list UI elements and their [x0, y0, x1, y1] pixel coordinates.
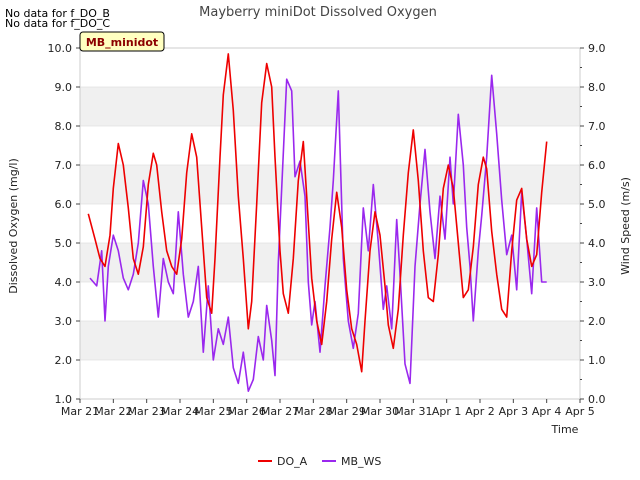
x-tick-label: Mar 30	[361, 405, 399, 418]
y-axis-title: Dissolved Oxygen (mg/l)	[7, 158, 20, 293]
x-tick-label: Mar 26	[228, 405, 266, 418]
y-tick-label: 5.0	[55, 237, 73, 250]
legend: DO_A MB_WS	[258, 455, 381, 468]
x-tick-label: Mar 22	[94, 405, 132, 418]
chart-title: Mayberry miniDot Dissolved Oxygen	[199, 5, 437, 20]
no-data-note-do-c: No data for f_DO_C	[5, 17, 111, 30]
x-axis-title: Time	[551, 423, 579, 436]
x-tick-label: Mar 21	[61, 405, 99, 418]
x-tick-label: Apr 2	[465, 405, 495, 418]
no-data-note-do-b: No data for f_DO_B	[5, 7, 110, 20]
y2-tick-label: 8.0	[588, 81, 606, 94]
legend-label-do-a: DO_A	[277, 455, 308, 468]
x-tick-label: Mar 25	[194, 405, 232, 418]
x-tick-label: Apr 4	[532, 405, 562, 418]
x-tick-label: Apr 5	[565, 405, 595, 418]
background-band	[80, 165, 580, 204]
x-tick-label: Mar 24	[161, 405, 199, 418]
y-tick-label: 7.0	[55, 159, 73, 172]
series-line-do-a	[87, 53, 548, 373]
x-tick-label: Mar 31	[394, 405, 432, 418]
y2-tick-label: 5.0	[588, 198, 606, 211]
y-tick-label: 4.0	[55, 276, 73, 289]
y2-tick-label: 6.0	[588, 159, 606, 172]
y-tick-label: 10.0	[48, 42, 73, 55]
y2-tick-label: 7.0	[588, 120, 606, 133]
legend-label-mb-ws: MB_WS	[341, 455, 381, 468]
y2-axis-title: Wind Speed (m/s)	[619, 177, 632, 275]
y-axis-right: 0.0 1.0 2.0 3.0 4.0 5.0 6.0 7.0 8.0 9.0	[580, 42, 606, 406]
x-tick-label: Apr 3	[499, 405, 529, 418]
y-tick-label: 8.0	[55, 120, 73, 133]
y-tick-label: 6.0	[55, 198, 73, 211]
site-tag-label: MB_minidot	[86, 36, 158, 49]
background-band	[80, 87, 580, 126]
y2-tick-label: 1.0	[588, 354, 606, 367]
y-tick-label: 1.0	[55, 393, 73, 406]
y2-tick-label: 0.0	[588, 393, 606, 406]
x-tick-label: Mar 28	[294, 405, 332, 418]
y2-tick-label: 3.0	[588, 276, 606, 289]
x-tick-label: Mar 27	[261, 405, 299, 418]
site-tag: MB_minidot	[79, 31, 165, 52]
y-tick-label: 2.0	[55, 354, 73, 367]
y-axis-left: 1.0 2.0 3.0 4.0 5.0 6.0 7.0 8.0 9.0 10.0	[48, 42, 80, 406]
site-tag-box	[79, 31, 165, 52]
y2-tick-label: 2.0	[588, 315, 606, 328]
series-layer	[87, 53, 548, 393]
y-tick-label: 9.0	[55, 81, 73, 94]
x-tick-label: Mar 23	[128, 405, 166, 418]
plot-background-bands	[80, 87, 580, 360]
y2-tick-label: 9.0	[588, 42, 606, 55]
x-tick-label: Apr 1	[432, 405, 462, 418]
x-tick-label: Mar 29	[328, 405, 366, 418]
y-tick-label: 3.0	[55, 315, 73, 328]
background-band	[80, 321, 580, 360]
y2-tick-label: 4.0	[588, 237, 606, 250]
